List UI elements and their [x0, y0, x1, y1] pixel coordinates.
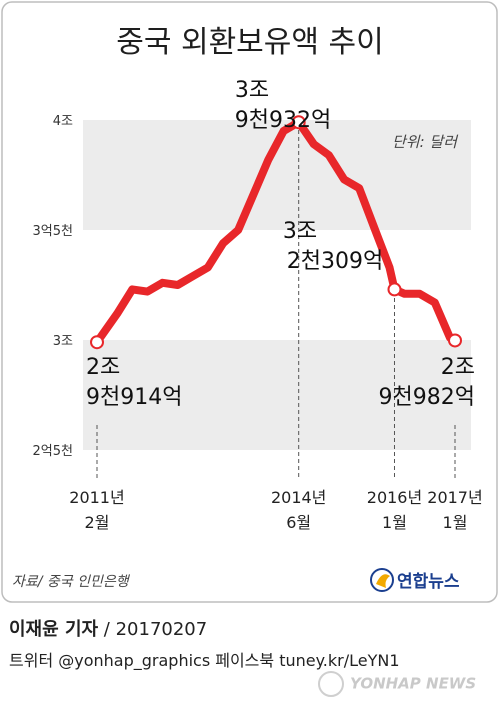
x-tick-year: 2014년 — [271, 488, 326, 507]
unit-label: 단위: 달러 — [392, 133, 458, 151]
y-tick-label: 3조 — [53, 334, 73, 349]
annotation-2016-line1: 3조 — [283, 219, 317, 244]
series-layer — [90, 115, 462, 350]
x-tick-month: 1월 — [443, 513, 468, 532]
author-name: 이재윤 기자 — [9, 619, 99, 640]
social-links: 트위터 @yonhap_graphics 페이스북 tuney.kr/LeYN1 — [9, 651, 400, 670]
annotation-peak-line1: 3조 — [235, 78, 269, 103]
y-tick-label: 3억5천 — [33, 224, 73, 239]
yonhap-logo-swoosh — [376, 574, 390, 588]
annotation-end-line2: 9천982억 — [379, 385, 475, 410]
annotation-start-line1: 2조 — [86, 355, 120, 380]
annotation-end-line1: 2조 — [441, 355, 475, 380]
watermark-icon — [318, 671, 344, 697]
annotation-start-line2: 9천914억 — [86, 385, 182, 410]
yonhap-logo-text: 연합뉴스 — [397, 571, 460, 592]
x-tick-month: 6월 — [286, 513, 311, 532]
data-point-marker — [448, 333, 462, 348]
x-tick-month: 1월 — [382, 513, 407, 532]
watermark-text: YONHAP NEWS — [350, 674, 477, 693]
watermark: YONHAP NEWS — [318, 671, 476, 697]
yonhap-logo: 연합뉴스 — [370, 568, 460, 592]
x-tick-year: 2016년 — [367, 488, 422, 507]
footer: 이재윤 기자 / 20170207 트위터 @yonhap_graphics 페… — [0, 605, 499, 709]
publish-date: / 20170207 — [98, 619, 208, 640]
x-tick-year: 2017년 — [427, 488, 482, 507]
infographic-frame: 중국 외환보유액 추이 4조 3억5천 3조 2억5천 단위: 달러 2조 9천… — [1, 1, 498, 603]
credit-line: 이재윤 기자 / 20170207 — [9, 615, 207, 641]
grid-band-lower — [83, 340, 471, 450]
x-tick-year: 2011년 — [69, 488, 124, 507]
chart-title: 중국 외환보유액 추이 — [116, 25, 383, 60]
annotation-2016-line2: 2천309억 — [287, 249, 383, 274]
guide-lines — [96, 130, 456, 478]
series-line — [93, 118, 459, 347]
source-label: 자료/ 중국 인민은행 — [12, 574, 131, 590]
data-point-marker — [291, 115, 306, 130]
annotation-peak-line2: 9천932억 — [235, 108, 331, 133]
y-tick-label: 2억5천 — [33, 444, 73, 459]
line-chart: 중국 외환보유액 추이 4조 3억5천 3조 2억5천 단위: 달러 2조 9천… — [1, 1, 498, 603]
y-tick-label: 4조 — [53, 114, 73, 129]
data-point-marker — [90, 335, 104, 350]
x-tick-month: 2월 — [85, 513, 110, 532]
data-point-marker — [387, 282, 402, 297]
